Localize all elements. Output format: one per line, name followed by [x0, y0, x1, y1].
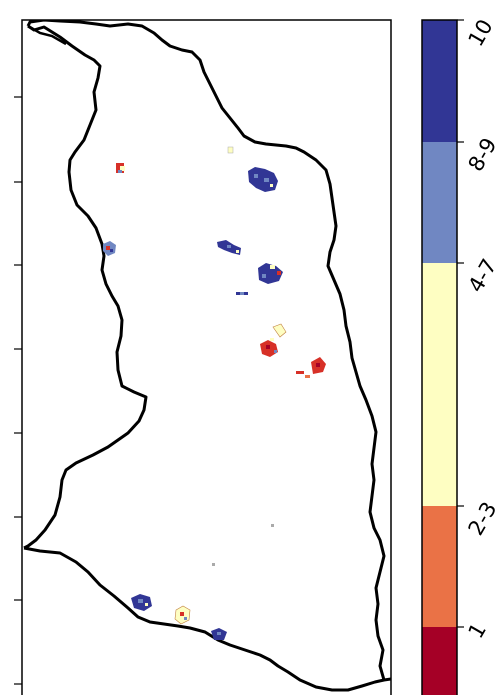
colorbar-tick-label-10: 10 — [464, 15, 498, 50]
raster-patch — [258, 263, 283, 284]
raster-patch — [296, 357, 326, 378]
colorbar-segment-4-7 — [422, 263, 457, 506]
raster-patch — [227, 146, 234, 154]
raster-patch — [260, 323, 287, 357]
map-frame — [21, 19, 392, 695]
region-border — [27, 24, 67, 46]
raster-patch — [211, 628, 227, 640]
region-border — [23, 24, 148, 550]
raster-patch — [116, 163, 125, 173]
colorbar-segment-8-9 — [422, 142, 457, 263]
raster-patch — [271, 524, 274, 527]
data-patches — [103, 146, 326, 640]
colorbar-segment-2-3 — [422, 506, 457, 627]
raster-patch — [236, 292, 248, 295]
colorbar-frame — [421, 19, 458, 695]
y-axis-ticks — [14, 96, 22, 685]
raster-patch — [131, 594, 152, 611]
colorbar-segment-1 — [422, 627, 457, 695]
colorbar-tick-label-4-7: 4-7 — [464, 255, 501, 297]
raster-patch — [212, 563, 215, 566]
colorbar-tick-label-2-3: 2-3 — [464, 498, 501, 540]
colorbar-tick-label-1: 1 — [464, 619, 491, 643]
raster-patch — [248, 167, 278, 192]
colorbar-segment-10 — [422, 20, 457, 142]
raster-patch — [174, 605, 191, 625]
region-border — [26, 20, 386, 681]
colorbar: 10 8-9 4-7 2-3 1 — [421, 15, 501, 695]
raster-patch — [217, 240, 241, 255]
colorbar-tick-label-8-9: 8-9 — [464, 134, 501, 176]
raster-patch — [103, 241, 116, 256]
